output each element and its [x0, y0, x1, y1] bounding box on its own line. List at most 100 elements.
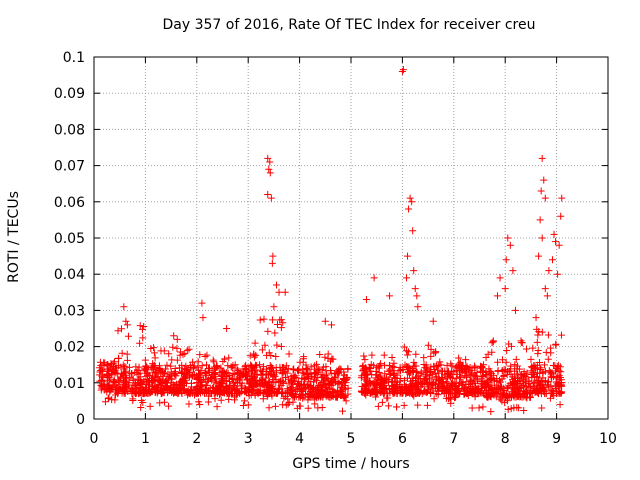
data-point: [501, 285, 509, 293]
data-point: [412, 374, 420, 382]
data-point: [488, 348, 496, 356]
data-point: [466, 376, 474, 384]
data-point: [227, 363, 235, 371]
data-point: [373, 389, 381, 397]
chart-title: Day 357 of 2016, Rate Of TEC Index for r…: [162, 17, 536, 33]
data-point: [297, 387, 305, 395]
data-point: [316, 389, 324, 397]
data-point: [132, 385, 140, 393]
data-point: [223, 325, 231, 332]
data-point: [409, 227, 417, 235]
data-point: [431, 380, 439, 388]
data-point: [280, 394, 288, 402]
data-point: [385, 402, 393, 410]
data-point: [528, 389, 536, 397]
data-point: [224, 369, 232, 377]
data-point: [378, 382, 386, 390]
data-point: [439, 375, 447, 383]
data-point: [518, 393, 526, 401]
data-point: [230, 386, 238, 394]
data-point: [209, 356, 217, 364]
data-point: [520, 407, 528, 415]
data-point: [269, 252, 277, 260]
data-point: [360, 352, 368, 360]
data-point: [265, 165, 273, 173]
data-point: [304, 404, 312, 412]
data-point: [293, 404, 301, 412]
data-point: [114, 390, 122, 398]
data-point: [542, 348, 550, 356]
data-points: [96, 66, 566, 416]
data-point: [234, 367, 242, 375]
data-point: [396, 367, 404, 375]
data-point: [526, 393, 534, 401]
data-point: [142, 362, 150, 370]
data-point: [523, 345, 531, 353]
data-point: [427, 352, 435, 360]
x-tick-label: 4: [295, 431, 304, 447]
data-point: [153, 373, 161, 381]
data-point: [400, 343, 408, 351]
data-point: [547, 344, 555, 352]
x-tick-label: 9: [552, 431, 561, 447]
data-point: [173, 356, 181, 364]
data-point: [242, 361, 250, 369]
data-point: [484, 350, 492, 358]
data-point: [544, 331, 552, 339]
data-point: [137, 397, 145, 405]
data-point: [557, 212, 565, 220]
data-point: [383, 394, 391, 402]
data-point: [259, 395, 267, 403]
data-point: [507, 342, 515, 350]
data-point: [404, 363, 412, 371]
data-point: [375, 363, 383, 371]
data-point: [121, 362, 129, 370]
data-point: [196, 351, 204, 359]
data-point: [511, 361, 519, 369]
data-point: [323, 374, 331, 382]
data-point: [226, 381, 234, 389]
data-point: [339, 383, 347, 391]
data-point: [124, 332, 132, 340]
data-point: [201, 375, 209, 383]
x-axis-label: GPS time / hours: [292, 456, 410, 472]
data-point: [206, 384, 214, 392]
data-point: [104, 361, 112, 369]
data-point: [403, 274, 411, 282]
data-point: [222, 384, 230, 392]
data-point: [372, 367, 380, 375]
data-point: [278, 370, 286, 378]
data-point: [458, 381, 466, 389]
data-point: [96, 377, 104, 385]
data-point: [408, 198, 416, 206]
data-point: [274, 389, 282, 397]
data-point: [479, 403, 487, 411]
data-point: [107, 359, 115, 367]
data-point: [377, 387, 385, 395]
data-point: [548, 369, 556, 377]
data-point: [360, 365, 368, 373]
data-point: [213, 363, 221, 371]
data-point: [163, 361, 171, 369]
data-point: [144, 386, 152, 394]
data-point: [256, 316, 264, 324]
data-point: [333, 393, 341, 401]
data-point: [213, 403, 221, 411]
data-point: [155, 377, 163, 385]
data-point: [343, 376, 351, 384]
data-point: [185, 373, 193, 381]
x-tick-label: 1: [141, 431, 150, 447]
data-point: [538, 154, 546, 162]
data-point: [445, 371, 453, 379]
data-point: [431, 370, 439, 378]
data-point: [536, 216, 544, 224]
data-point: [478, 380, 486, 388]
data-point: [429, 317, 437, 325]
data-point: [105, 394, 113, 402]
data-point: [265, 377, 273, 385]
data-point: [553, 372, 561, 380]
data-point: [217, 364, 225, 372]
data-point: [428, 374, 436, 382]
data-point: [452, 389, 460, 397]
data-point: [303, 390, 311, 398]
